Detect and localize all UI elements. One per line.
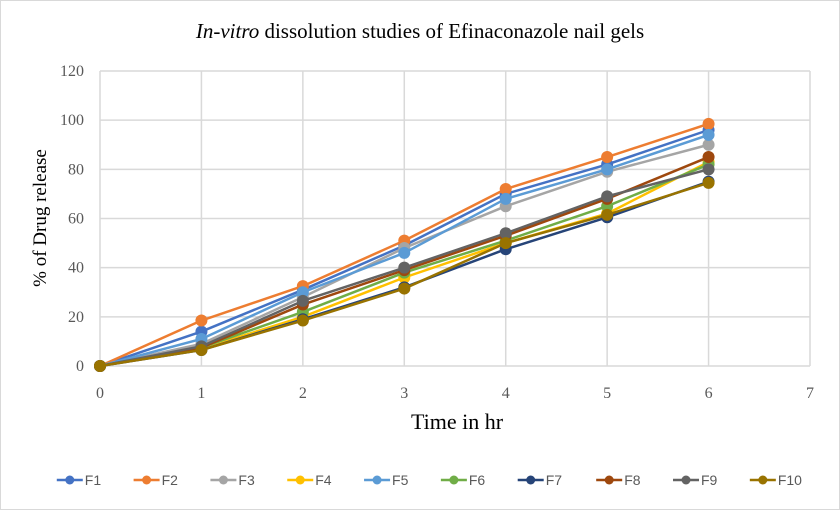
legend-label: F2 [162, 472, 179, 488]
y-tick-labels: 0 20 40 60 80 100 120 [60, 63, 84, 375]
x-tick-label: 4 [502, 385, 510, 402]
legend-marker [758, 475, 768, 485]
data-point [398, 282, 411, 295]
series-f10 [94, 176, 715, 372]
legend-marker [526, 475, 536, 485]
data-point [94, 360, 106, 372]
x-tick-label: 5 [603, 385, 611, 402]
data-point [702, 176, 715, 189]
data-point [296, 314, 309, 327]
legend-item-f7: F7 [517, 472, 563, 488]
legend-item-f10: F10 [749, 472, 802, 488]
data-point [499, 237, 512, 250]
legend-marker [449, 475, 459, 485]
legend-marker [142, 475, 152, 485]
legend-label: F9 [701, 472, 718, 488]
chart-title: In-vitro dissolution studies of Efinacon… [195, 19, 644, 43]
legend-item-f5: F5 [364, 472, 409, 488]
legend: F1 F2 F3 F4 F5 F6 F7 F8 F9 F10 [56, 472, 802, 488]
chart-title-italic: In-vitro [195, 19, 259, 43]
legend-item-f6: F6 [440, 472, 486, 488]
legend-marker [65, 475, 75, 485]
data-point [296, 294, 309, 307]
data-point [499, 183, 512, 195]
legend-marker [604, 475, 614, 485]
legend-label: F4 [315, 472, 332, 488]
data-point [499, 192, 512, 205]
legend-item-f8: F8 [596, 472, 641, 488]
legend-label: F7 [546, 472, 563, 488]
legend-item-f3: F3 [210, 472, 255, 488]
legend-item-f4: F4 [287, 472, 332, 488]
data-point [702, 151, 715, 164]
legend-item-f1: F1 [56, 472, 102, 488]
y-tick-label: 40 [68, 260, 84, 277]
data-point [398, 246, 411, 259]
data-point [195, 314, 208, 327]
data-point [702, 138, 715, 151]
x-tick-label: 2 [299, 385, 307, 402]
y-tick-label: 60 [68, 211, 84, 228]
y-axis-label: % of Drug release [30, 149, 51, 287]
x-tick-label: 7 [806, 385, 814, 402]
x-tick-label: 6 [705, 385, 713, 402]
data-point [702, 117, 715, 130]
data-point [702, 128, 715, 141]
legend-label: F10 [778, 472, 802, 488]
legend-item-f2: F2 [133, 472, 179, 488]
data-point [601, 190, 614, 203]
legend-label: F6 [469, 472, 486, 488]
x-tick-label: 3 [400, 385, 408, 402]
x-axis-label: Time in hr [411, 409, 504, 434]
y-tick-label: 100 [60, 112, 84, 129]
y-tick-label: 20 [68, 309, 84, 326]
legend-item-f9: F9 [673, 472, 718, 488]
data-point [499, 227, 512, 240]
legend-marker [372, 475, 382, 485]
data-point [195, 344, 208, 357]
legend-marker [295, 475, 305, 485]
legend-label: F5 [392, 472, 409, 488]
legend-marker [681, 475, 691, 485]
series-group [94, 117, 715, 372]
legend-label: F3 [238, 472, 255, 488]
data-point [601, 208, 614, 221]
x-tick-label: 0 [96, 385, 104, 402]
y-tick-label: 120 [60, 63, 84, 80]
legend-label: F1 [85, 472, 102, 488]
x-tick-label: 1 [197, 385, 205, 402]
data-point [601, 163, 614, 176]
y-tick-label: 0 [76, 358, 84, 375]
x-tick-labels: 0 1 2 3 4 5 6 7 [96, 385, 814, 402]
chart-title-rest: dissolution studies of Efinaconazole nai… [259, 19, 644, 43]
data-point [601, 151, 614, 164]
legend-marker [218, 475, 228, 485]
y-tick-label: 80 [68, 161, 84, 178]
data-point [296, 286, 309, 299]
data-point [398, 261, 411, 274]
legend-label: F8 [624, 472, 641, 488]
data-point [702, 163, 715, 176]
